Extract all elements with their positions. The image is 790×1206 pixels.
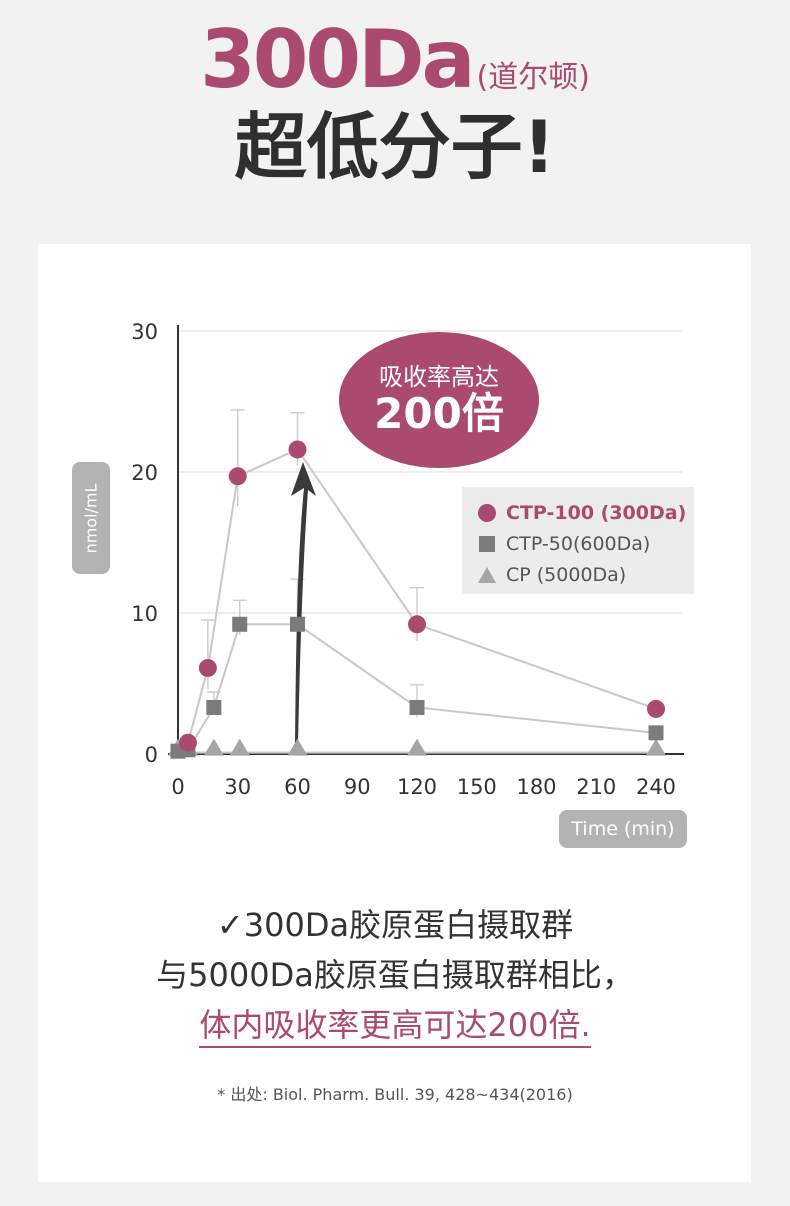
x-tick-label: 210 (576, 775, 616, 799)
headline-dalton: (道尔顿) (476, 60, 590, 95)
bubble-line1: 吸收率高达 (379, 362, 499, 391)
square-marker-icon (479, 535, 495, 552)
bubble-line2: 200倍 (374, 389, 504, 439)
y-tick-label: 30 (131, 320, 158, 344)
headline-ultra-low-molecule: 超低分子! (234, 105, 556, 189)
legend-item-cp: CP (5000Da) (478, 559, 694, 590)
x-tick-label: 30 (224, 775, 251, 799)
data-point-ctp100 (288, 440, 307, 459)
caption-highlight: 体内吸收率更高可达200倍. (199, 1006, 591, 1048)
data-point-ctp50 (409, 699, 425, 715)
legend-item-ctp100: CTP-100 (300Da) (478, 497, 694, 528)
series-line (186, 448, 657, 743)
x-axis-label: Time (min) (559, 810, 687, 848)
x-tick-label: 0 (171, 775, 184, 799)
data-point-cp (646, 738, 666, 756)
legend-label-cp: CP (5000Da) (506, 563, 627, 586)
x-tick-label: 150 (457, 775, 497, 799)
headline: 300Da (道尔顿) 超低分子! (0, 20, 790, 187)
headline-line1: 300Da (道尔顿) (0, 20, 790, 100)
y-axis-label: nmol/mL (72, 462, 110, 574)
data-point-ctp100 (228, 467, 247, 486)
x-tick-label: 240 (636, 775, 676, 799)
data-point-ctp50 (290, 616, 305, 632)
triangle-marker-icon (478, 566, 496, 583)
circle-marker-icon (478, 503, 496, 522)
data-point-ctp100 (198, 658, 217, 677)
source-citation: * 出处: Biol. Pharm. Bull. 39, 428~434(201… (217, 1085, 573, 1104)
y-tick-label: 10 (131, 602, 158, 626)
y-tick-label: 0 (145, 743, 158, 767)
data-point-cp (407, 738, 427, 756)
legend-item-ctp50: CTP-50(600Da) (478, 528, 694, 559)
chart-legend: CTP-100 (300Da) CTP-50(600Da) CP (5000Da… (462, 487, 694, 594)
data-point-ctp50 (206, 699, 222, 715)
x-tick-label: 120 (397, 775, 437, 799)
x-tick-label: 180 (516, 775, 556, 799)
caption-line2: 与5000Da胶原蛋白摄取群相比， (156, 956, 634, 994)
data-point-ctp50 (648, 725, 664, 741)
x-tick-label: 60 (284, 775, 311, 799)
caption-line3: 体内吸收率更高可达200倍. (0, 1000, 790, 1050)
data-point-ctp100 (178, 733, 197, 752)
caption: ✓300Da胶原蛋白摄取群 与5000Da胶原蛋白摄取群相比， 体内吸收率更高可… (0, 900, 790, 1050)
data-point-ctp100 (647, 699, 665, 718)
headline-300da: 300Da (200, 13, 475, 106)
x-tick-label: 90 (344, 775, 371, 799)
arrow-up-icon (291, 462, 316, 746)
legend-label-ctp100: CTP-100 (300Da) (506, 501, 687, 524)
absorption-bubble: 吸收率高达 200倍 (339, 332, 539, 468)
data-point-ctp100 (408, 615, 426, 634)
y-tick-label: 20 (131, 461, 158, 485)
data-point-cp (287, 738, 308, 756)
data-point-cp (203, 738, 224, 756)
data-point-cp (229, 738, 250, 756)
caption-line1: ✓300Da胶原蛋白摄取群 (216, 906, 574, 944)
data-point-ctp50 (232, 616, 248, 632)
legend-label-ctp50: CTP-50(600Da) (506, 532, 651, 555)
